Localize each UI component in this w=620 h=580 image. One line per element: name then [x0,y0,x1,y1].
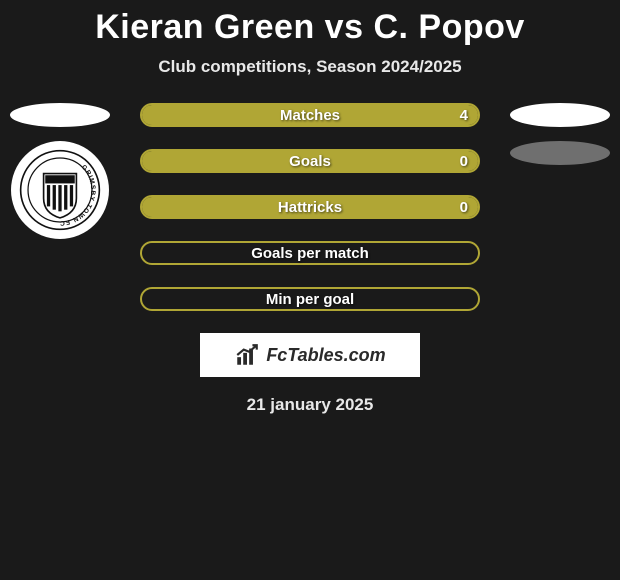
club-crest-icon: GRIMSBY TOWN FC [19,149,101,231]
club-placeholder-oval [510,141,610,165]
stat-label: Min per goal [266,291,354,308]
stat-label: Goals [289,153,331,170]
stat-bar-matches: Matches 4 [140,103,480,127]
snapshot-date: 21 january 2025 [0,395,620,415]
stat-label: Matches [280,107,340,124]
stat-bar-hattricks: Hattricks 0 [140,195,480,219]
page-subtitle: Club competitions, Season 2024/2025 [0,57,620,77]
right-player-column [500,103,620,179]
bar-chart-icon [234,342,260,368]
comparison-content: GRIMSBY TOWN FC Matches 4 [0,103,620,311]
stat-value: 0 [460,199,468,216]
stat-label: Hattricks [278,199,342,216]
stat-bar-goals-per-match: Goals per match [140,241,480,265]
stat-value: 4 [460,107,468,124]
stat-bar-goals: Goals 0 [140,149,480,173]
stat-value: 0 [460,153,468,170]
branding-text: FcTables.com [266,345,385,366]
club-badge-grimsby: GRIMSBY TOWN FC [11,141,109,239]
branding-box: FcTables.com [200,333,420,377]
player-placeholder-oval [10,103,110,127]
player-placeholder-oval [510,103,610,127]
page-title: Kieran Green vs C. Popov [0,0,620,47]
stat-bar-min-per-goal: Min per goal [140,287,480,311]
stat-label: Goals per match [251,245,369,262]
stat-bars: Matches 4 Goals 0 Hattricks 0 Goals per … [140,103,480,311]
left-player-column: GRIMSBY TOWN FC [0,103,120,239]
